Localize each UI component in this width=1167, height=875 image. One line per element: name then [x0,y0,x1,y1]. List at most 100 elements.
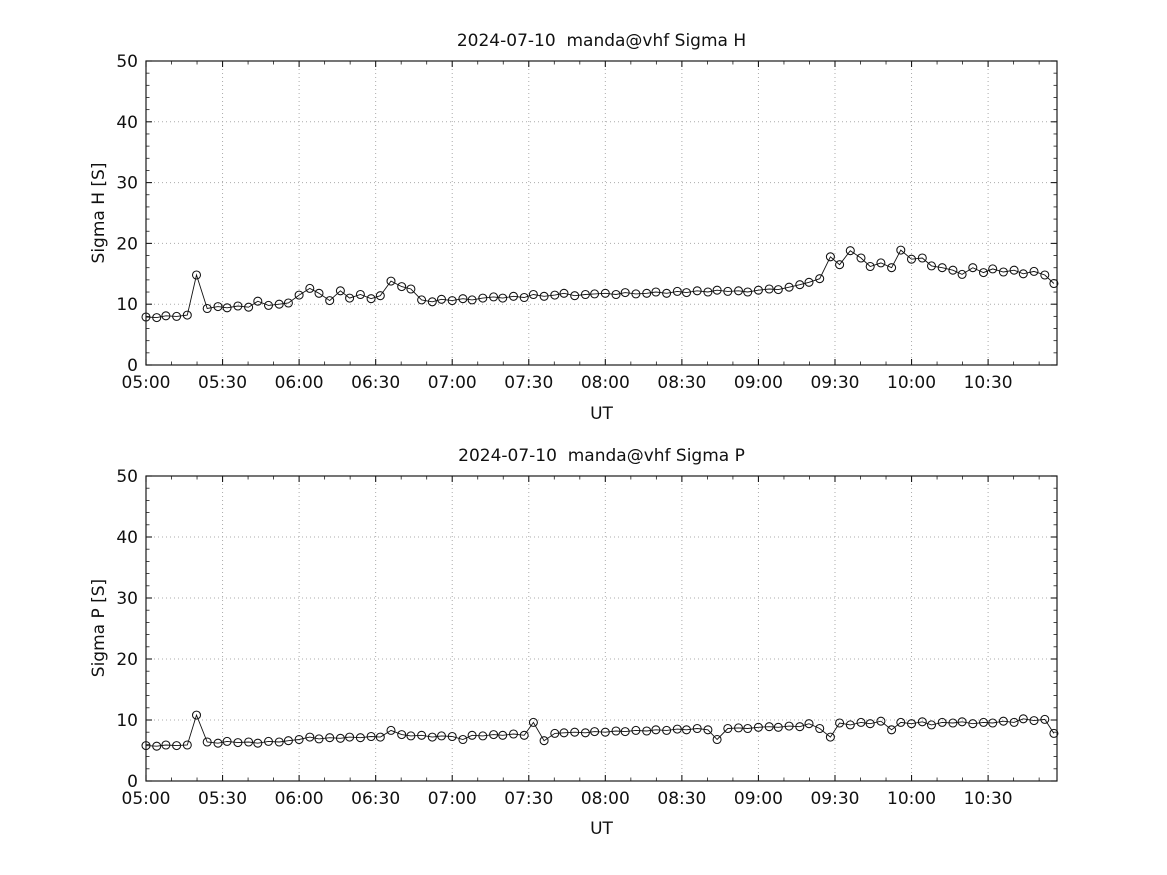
data-marker [570,291,580,301]
data-marker [202,303,212,314]
x-tick-label: 05:00 [122,373,171,393]
data-marker [917,253,927,263]
data-marker [366,294,376,304]
data-line [145,713,1055,747]
data-marker [1029,266,1039,276]
data-marker [417,730,427,740]
data-marker [406,731,416,741]
data-marker [263,300,274,310]
data-marker [172,741,182,751]
data-marker [498,730,508,740]
data-marker [458,734,468,745]
data-marker [733,286,744,296]
data-marker [804,719,814,729]
data-marker [233,301,243,311]
data-marker [580,289,590,300]
data-marker [182,310,192,320]
x-tick-label: 05:30 [198,789,247,809]
x-tick-label: 08:00 [581,373,630,393]
data-marker [447,296,457,306]
data-marker [375,291,385,301]
x-tick-label: 06:30 [351,373,400,393]
data-marker [712,734,722,745]
data-marker [795,280,805,290]
y-tick-label: 10 [116,295,138,315]
x-tick-label: 10:30 [964,789,1013,809]
data-marker [825,732,835,742]
data-marker [550,290,560,300]
data-marker [305,732,315,742]
axes-box [145,475,1058,782]
data-marker [397,282,407,292]
data-marker [845,246,855,256]
data-marker [436,294,447,304]
data-marker [733,723,744,733]
y-tick-label: 10 [116,711,138,731]
sigma-p-xlabel: UT [590,819,613,839]
data-marker [795,722,805,732]
data-marker [662,725,672,735]
x-tick-label: 09:00 [734,789,783,809]
data-marker [662,288,672,298]
data-marker [651,287,661,297]
x-tick-label: 07:00 [428,789,477,809]
data-marker [856,717,866,727]
data-marker [447,731,457,742]
data-marker [191,270,202,280]
data-marker [263,736,274,746]
data-marker [926,720,937,730]
data-marker [835,260,845,270]
data-marker [417,295,427,305]
y-tick-label: 20 [116,234,138,254]
data-marker [845,720,855,730]
data-marker [161,311,171,321]
data-marker [1049,278,1059,289]
data-marker [672,286,682,296]
x-tick-label: 08:30 [657,373,706,393]
data-marker [887,725,897,735]
data-marker [1009,265,1019,275]
y-tick-label: 40 [116,113,138,133]
data-marker [865,261,875,272]
data-marker [386,276,396,286]
data-marker [703,287,713,297]
data-marker [804,277,814,287]
data-marker [325,733,335,743]
data-marker [692,286,702,296]
x-tick-label: 06:00 [275,373,324,393]
data-marker [784,282,794,292]
data-marker [611,726,621,736]
data-marker [1029,716,1039,726]
data-marker [712,285,722,295]
data-marker [355,733,365,743]
data-marker [753,285,763,295]
data-marker [681,725,692,735]
data-marker [631,289,641,299]
x-tick-label: 06:30 [351,789,400,809]
data-marker [570,727,580,737]
data-marker [191,710,202,720]
data-marker [743,723,753,734]
data-marker [355,289,365,300]
data-marker [375,732,385,742]
data-marker [978,717,989,727]
data-marker [478,293,488,303]
sigma-h-axes: 05:00 05:30 06:00 06:30 07:00 07:30 08:00 08:30… [116,52,1059,393]
data-marker [172,311,182,321]
data-marker [489,730,499,740]
data-marker [784,721,794,731]
data-marker [957,269,967,279]
data-marker [528,289,538,300]
y-tick-label: 50 [116,52,138,72]
data-marker [968,719,978,729]
data-marker [743,287,753,297]
data-marker [998,716,1008,726]
data-marker [1049,728,1059,738]
data-marker [559,288,569,298]
data-marker [1018,714,1028,724]
data-marker [458,294,468,304]
data-marker [161,740,171,750]
y-tick-label: 0 [127,356,138,376]
